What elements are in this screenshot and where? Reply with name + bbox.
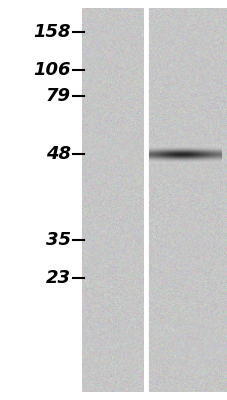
Text: 23: 23 — [45, 269, 70, 287]
Text: 48: 48 — [45, 145, 70, 163]
Text: 106: 106 — [33, 61, 70, 79]
FancyBboxPatch shape — [146, 8, 227, 392]
FancyBboxPatch shape — [82, 8, 143, 392]
Text: 158: 158 — [33, 23, 70, 41]
Text: 35: 35 — [45, 231, 70, 249]
Text: 79: 79 — [45, 87, 70, 105]
